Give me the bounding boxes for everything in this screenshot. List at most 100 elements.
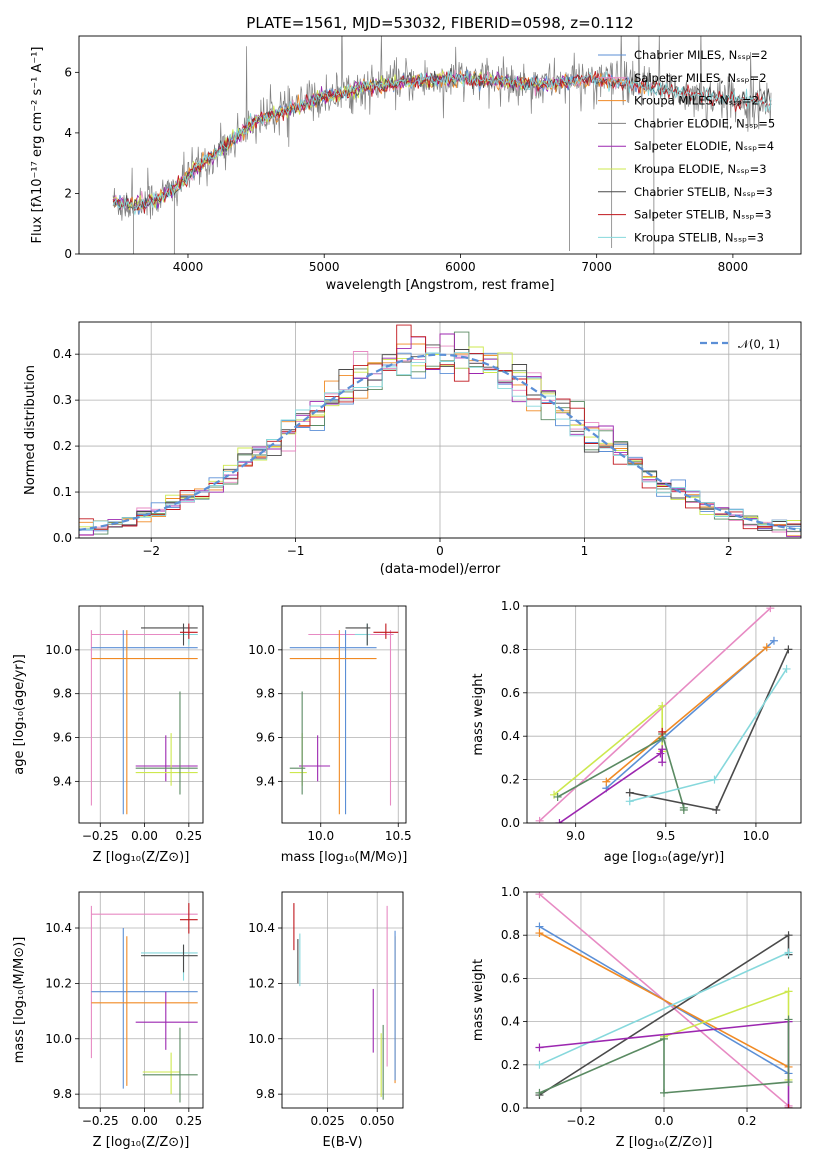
marker-kroupa-elodie bbox=[784, 987, 793, 996]
legend-label: Kroupa MILES, Nₛₛₚ=2 bbox=[634, 94, 759, 108]
x-tick-label: 7000 bbox=[581, 260, 612, 274]
y-tick-label: 10.0 bbox=[248, 1032, 275, 1046]
marker-chabrier-elodie bbox=[784, 1078, 793, 1087]
y-tick-label: 0.0 bbox=[501, 816, 520, 830]
y-axis-label: age [log₁₀(age/yr)] bbox=[12, 654, 27, 775]
x-tick-label: 9.5 bbox=[656, 829, 675, 843]
marker-chabrier-elodie bbox=[660, 1034, 668, 1043]
marker-salpeter-stelib bbox=[658, 727, 667, 736]
plot-area-mass_vs_ebv bbox=[293, 903, 396, 1100]
series-model bbox=[112, 70, 772, 216]
y-tick-label: 9.4 bbox=[256, 774, 275, 788]
y-tick-label: 1.0 bbox=[501, 599, 520, 613]
y-tick-label: 0 bbox=[64, 247, 72, 261]
x-tick-label: 0.25 bbox=[175, 1114, 202, 1128]
x-tick-label: 0.00 bbox=[131, 829, 158, 843]
y-tick-label: 2 bbox=[64, 186, 72, 200]
y-axis-label: mass [log₁₀(M/M⊙)] bbox=[12, 937, 27, 1064]
y-tick-label: 0.8 bbox=[501, 928, 520, 942]
marker-salpeter-miles bbox=[535, 892, 544, 899]
x-tick-label: 0 bbox=[436, 544, 444, 558]
line-kroupa-stelib bbox=[539, 951, 789, 1066]
line-kroupa-miles bbox=[605, 646, 768, 783]
legend-label: Salpeter STELIB, Nₛₛₚ=3 bbox=[634, 208, 772, 222]
axes-frame bbox=[526, 891, 802, 1109]
plot-residuals: −2 −1 0 1 2 0.0 0.1 0.2 0.3 0.4 (data-model)/error… bbox=[23, 321, 802, 577]
marker-chabrier-elodie bbox=[553, 792, 562, 801]
marker-kroupa-miles bbox=[762, 643, 771, 652]
x-tick-label: −0.25 bbox=[82, 829, 119, 843]
plot-area-age_vs_Z bbox=[90, 623, 198, 815]
y-tick-label: 10.4 bbox=[248, 921, 275, 935]
x-tick-label: −0.2 bbox=[566, 1114, 595, 1128]
marker-chabrier-stelib bbox=[625, 788, 634, 797]
series-model bbox=[112, 69, 655, 211]
y-tick-label: 9.8 bbox=[256, 1087, 275, 1101]
marker-kroupa-elodie bbox=[658, 701, 667, 710]
y-tick-label: 0.8 bbox=[501, 642, 520, 656]
y-tick-label: 0.1 bbox=[53, 485, 72, 499]
marker-salpeter-elodie bbox=[658, 745, 667, 754]
marker-kroupa-stelib bbox=[625, 797, 634, 806]
y-tick-label: 9.6 bbox=[53, 731, 72, 745]
plot-area-weight_vs_age bbox=[535, 606, 793, 823]
marker-kroupa-miles bbox=[602, 777, 611, 786]
y-tick-label: 0.3 bbox=[53, 393, 72, 407]
y-tick-label: 10.2 bbox=[45, 976, 72, 990]
x-axis-label: mass [log₁₀(M/M⊙)] bbox=[281, 850, 408, 865]
marker-salpeter-elodie bbox=[555, 819, 564, 823]
line-kroupa-miles bbox=[539, 932, 789, 1068]
marker-salpeter-miles bbox=[535, 816, 544, 823]
marker-chabrier-elodie bbox=[784, 1015, 793, 1024]
plot-weight_vs_age: 9.0 9.5 10.0 0.0 0.2 0.4 0.6 0.8 1.0 age [log₁₀(a… bbox=[471, 599, 802, 865]
x-tick-label: 10.0 bbox=[307, 829, 334, 843]
legend-label: Salpeter ELODIE, Nₛₛₚ=4 bbox=[634, 139, 774, 153]
x-tick-label: 8000 bbox=[718, 260, 749, 274]
marker-chabrier-elodie bbox=[679, 805, 688, 814]
x-axis-label: Z [log₁₀(Z/Z⊙)] bbox=[93, 850, 190, 865]
marker-chabrier-stelib bbox=[784, 645, 793, 654]
y-tick-label: 10.2 bbox=[248, 976, 275, 990]
y-tick-label: 0.0 bbox=[53, 531, 72, 545]
marker-salpeter-elodie bbox=[656, 749, 665, 758]
series-data bbox=[112, 36, 772, 221]
y-tick-label: 0.4 bbox=[53, 347, 72, 361]
y-tick-label: 0.6 bbox=[501, 971, 520, 985]
x-tick-label: −0.25 bbox=[82, 1114, 119, 1128]
plot-area-residuals bbox=[79, 324, 801, 538]
series-model bbox=[112, 68, 655, 215]
marker-salpeter-stelib bbox=[784, 1104, 793, 1108]
x-axis-label: E(B-V) bbox=[322, 1135, 362, 1150]
x-tick-label: 0.2 bbox=[737, 1114, 756, 1128]
line-salpeter-miles bbox=[539, 607, 771, 822]
y-tick-label: 0.0 bbox=[501, 1101, 520, 1115]
y-tick-label: 10.0 bbox=[248, 643, 275, 657]
legend-label: Salpeter MILES, Nₛₛₚ=2 bbox=[634, 71, 767, 85]
x-tick-label: 10.0 bbox=[743, 829, 770, 843]
marker-chabrier-stelib bbox=[784, 931, 793, 940]
x-tick-label: 2 bbox=[725, 544, 733, 558]
series-normal bbox=[79, 353, 801, 531]
y-tick-label: 0.2 bbox=[501, 773, 520, 787]
y-tick-label: 1.0 bbox=[501, 885, 520, 899]
y-tick-label: 9.8 bbox=[256, 687, 275, 701]
plot-area-weight_vs_Z bbox=[535, 892, 793, 1108]
plot-area-mass_vs_Z bbox=[90, 903, 198, 1103]
y-axis-label: Normed distribution bbox=[23, 365, 38, 495]
axes-frame bbox=[526, 605, 802, 824]
x-tick-label: 6000 bbox=[445, 260, 476, 274]
x-axis-label: Z [log₁₀(Z/Z⊙)] bbox=[616, 1135, 713, 1150]
y-tick-label: 0.6 bbox=[501, 686, 520, 700]
x-tick-label: 1 bbox=[581, 544, 589, 558]
y-tick-label: 10.4 bbox=[45, 921, 72, 935]
marker-chabrier-miles bbox=[769, 636, 778, 645]
x-tick-label: 4000 bbox=[173, 260, 204, 274]
y-tick-label: 9.4 bbox=[53, 774, 72, 788]
x-tick-label: 0.025 bbox=[310, 1114, 344, 1128]
x-tick-label: 0.00 bbox=[131, 1114, 158, 1128]
x-tick-label: 0.0 bbox=[654, 1114, 673, 1128]
x-tick-label: 5000 bbox=[309, 260, 340, 274]
legend-label: Chabrier STELIB, Nₛₛₚ=3 bbox=[634, 185, 773, 199]
line-kroupa-elodie bbox=[663, 990, 790, 1080]
line-kroupa-stelib bbox=[629, 668, 788, 803]
